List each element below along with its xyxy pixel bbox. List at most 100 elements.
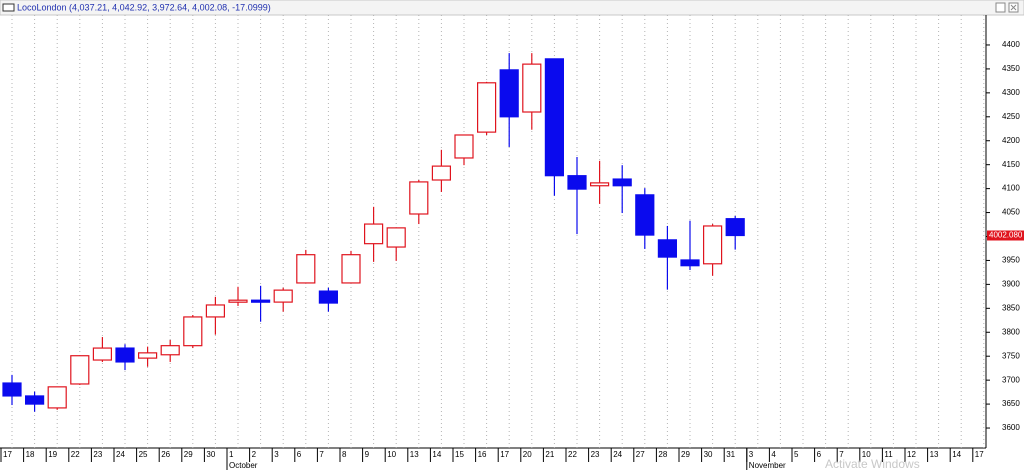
candle-body bbox=[183, 316, 203, 347]
candle-body bbox=[2, 382, 22, 397]
watermark: Activate Windows bbox=[825, 457, 920, 470]
x-tick-label: 3 bbox=[274, 450, 279, 459]
candle-body bbox=[454, 134, 474, 159]
candle-body bbox=[612, 178, 632, 187]
y-tick-label: 3650 bbox=[1002, 399, 1020, 408]
x-tick-label: 23 bbox=[591, 450, 600, 459]
candle-body bbox=[477, 82, 497, 133]
y-tick-label: 4150 bbox=[1002, 160, 1020, 169]
candle-body bbox=[544, 58, 565, 177]
candle-body bbox=[251, 299, 271, 303]
title-bar bbox=[0, 0, 1024, 16]
candle-body bbox=[499, 69, 519, 118]
x-tick-label: 11 bbox=[884, 450, 893, 459]
y-tick-label: 4200 bbox=[1002, 136, 1020, 145]
y-tick-label: 3800 bbox=[1002, 327, 1020, 336]
x-tick-label: 6 bbox=[297, 450, 302, 459]
x-tick-label: 4 bbox=[771, 450, 776, 459]
x-tick-label: 24 bbox=[613, 450, 622, 459]
candle-body bbox=[725, 218, 745, 237]
candle-body bbox=[160, 345, 180, 356]
candle-body bbox=[567, 175, 587, 190]
x-tick-label: 10 bbox=[387, 450, 396, 459]
candle-body bbox=[589, 182, 610, 187]
y-tick-label: 4350 bbox=[1002, 64, 1020, 73]
candle-body bbox=[138, 352, 158, 359]
candle-body bbox=[409, 181, 429, 215]
y-tick-label: 4400 bbox=[1002, 40, 1020, 49]
x-tick-label: 13 bbox=[930, 450, 939, 459]
x-tick-label: 17 bbox=[500, 450, 509, 459]
y-tick-label: 4050 bbox=[1002, 208, 1020, 217]
candle-body bbox=[92, 347, 113, 361]
close-icon bbox=[1010, 4, 1017, 11]
x-tick-label: 2 bbox=[252, 450, 257, 459]
y-tick-label: 3750 bbox=[1002, 351, 1020, 360]
x-tick-label: 28 bbox=[658, 450, 667, 459]
x-tick-label: 9 bbox=[365, 450, 370, 459]
x-tick-label: 22 bbox=[568, 450, 577, 459]
x-tick-label: 14 bbox=[952, 450, 961, 459]
x-tick-label: 29 bbox=[681, 450, 690, 459]
last-price-box bbox=[987, 230, 1024, 241]
candle-body bbox=[364, 223, 384, 245]
x-tick-label: 20 bbox=[523, 450, 532, 459]
x-tick-label: 22 bbox=[71, 450, 80, 459]
x-tick-label: 10 bbox=[862, 450, 871, 459]
y-tick-label: 3950 bbox=[1002, 256, 1020, 265]
chart-title: LocoLondon (4,037.21, 4,042.92, 3,972.64… bbox=[17, 2, 271, 12]
y-tick-label: 4250 bbox=[1002, 112, 1020, 121]
candle-body bbox=[25, 395, 45, 405]
candle-body bbox=[657, 239, 678, 258]
x-tick-label: 30 bbox=[704, 450, 713, 459]
x-tick-label: 16 bbox=[478, 450, 487, 459]
x-tick-label: 12 bbox=[907, 450, 916, 459]
x-tick-label: 7 bbox=[839, 450, 844, 459]
x-tick-label: 23 bbox=[93, 450, 102, 459]
candle-body bbox=[318, 290, 338, 304]
candle-body bbox=[680, 259, 700, 267]
x-tick-label: 24 bbox=[116, 450, 125, 459]
x-tick-label: 31 bbox=[726, 450, 735, 459]
x-tick-label: 29 bbox=[184, 450, 193, 459]
candle-body bbox=[47, 386, 67, 409]
y-tick-label: 4100 bbox=[1002, 184, 1020, 193]
x-tick-label: 21 bbox=[545, 450, 554, 459]
last-price-label: 4002.080 bbox=[989, 231, 1023, 240]
x-tick-label: 17 bbox=[975, 450, 984, 459]
restore-button[interactable] bbox=[995, 2, 1006, 13]
x-tick-label: 3 bbox=[749, 450, 754, 459]
y-tick-label: 3900 bbox=[1002, 279, 1020, 288]
x-tick-label: 8 bbox=[342, 450, 347, 459]
x-tick-label: 7 bbox=[319, 450, 324, 459]
x-tick-label: 5 bbox=[794, 450, 799, 459]
candle-body bbox=[273, 289, 293, 303]
candle-body bbox=[228, 299, 248, 303]
candle-body bbox=[702, 225, 723, 265]
candle-body bbox=[522, 63, 542, 113]
x-tick-label: 17 bbox=[3, 450, 12, 459]
window-icon bbox=[2, 3, 15, 12]
y-tick-label: 4300 bbox=[1002, 88, 1020, 97]
candle-body bbox=[635, 194, 655, 236]
candle-body bbox=[70, 355, 90, 385]
y-tick-label: 3850 bbox=[1002, 303, 1020, 312]
x-tick-label: 13 bbox=[410, 450, 419, 459]
x-tick-label: 6 bbox=[817, 450, 822, 459]
candle-body bbox=[431, 165, 451, 181]
candle-body bbox=[205, 304, 225, 318]
month-label: November bbox=[749, 461, 786, 470]
candle-body bbox=[115, 347, 135, 363]
month-label: October bbox=[229, 461, 258, 470]
x-tick-label: 1 bbox=[229, 450, 234, 459]
x-tick-label: 14 bbox=[432, 450, 441, 459]
x-tick-label: 19 bbox=[48, 450, 57, 459]
x-tick-label: 27 bbox=[636, 450, 645, 459]
y-tick-label: 3600 bbox=[1002, 423, 1020, 432]
x-tick-label: 18 bbox=[26, 450, 35, 459]
x-tick-label: 25 bbox=[139, 450, 148, 459]
candle-body bbox=[341, 254, 361, 284]
x-tick-label: 26 bbox=[161, 450, 170, 459]
